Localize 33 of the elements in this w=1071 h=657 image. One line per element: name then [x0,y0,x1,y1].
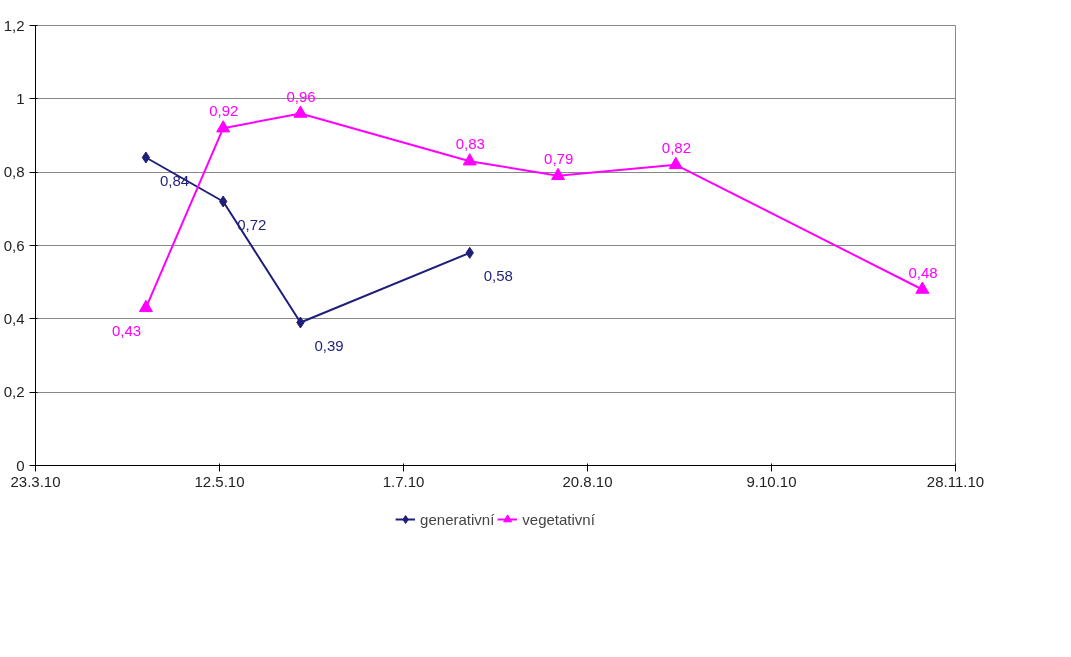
point [138,299,153,313]
y-tick-label: 0 [16,456,25,474]
data-label: 0,82 [661,138,692,156]
legend-label: generativní [420,510,495,528]
point [141,151,151,164]
point [551,167,566,181]
y-tick-label: 0,6 [3,236,25,254]
legend-label: vegetativní [522,510,595,528]
data-label: 0,39 [314,336,344,354]
point [668,156,683,170]
x-tick-label: 28.11.10 [926,472,985,490]
y-tick-label: 1,2 [3,16,25,34]
data-label: 0,92 [209,102,239,120]
y-tick-label: 0,4 [3,309,25,327]
data-label: 0,96 [286,87,316,105]
x-tick-label: 23.3.10 [10,472,61,490]
x-tick-label: 20.8.10 [562,472,613,490]
x-tick-label: 9.10.10 [746,472,797,490]
point [915,281,930,294]
data-label: 0,43 [111,321,142,339]
y-tick-label: 0,8 [3,163,25,181]
data-label: 0,83 [455,135,485,153]
point [216,120,231,133]
y-tick-label: 1 [16,89,25,107]
data-label: 0,84 [159,171,190,189]
x-tick-label: 12.5.10 [194,472,245,490]
data-label: 0,79 [544,149,574,167]
x-tick-label: 1.7.10 [382,472,425,490]
point [462,153,477,166]
point [293,105,308,118]
data-label: 0,58 [483,266,513,284]
data-label: 0,48 [908,263,938,281]
y-tick-label: 0,2 [3,383,25,401]
